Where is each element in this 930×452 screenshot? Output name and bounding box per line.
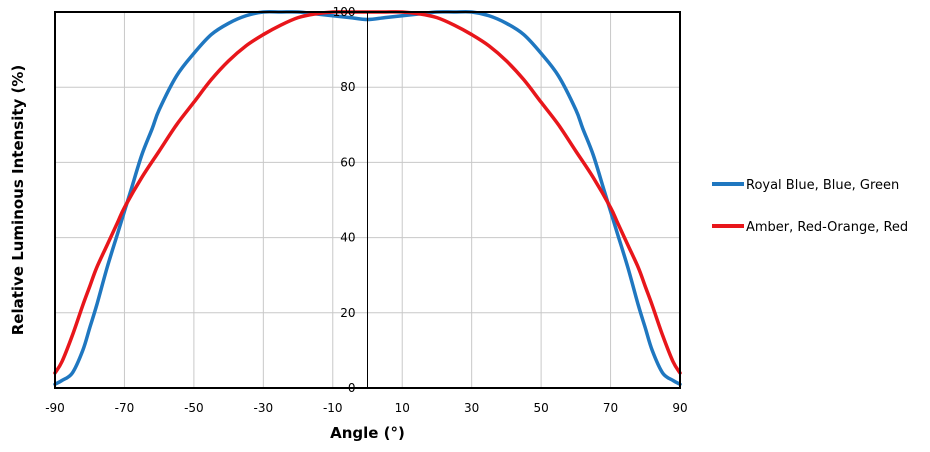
legend-label: Royal Blue, Blue, Green <box>746 178 899 193</box>
tick-labels: -90 -70 -50 -30 -10 10 30 50 70 90 0 20 40 60 80 100 <box>45 5 687 415</box>
x-tick-label: -70 <box>115 401 135 415</box>
x-tick-label: 70 <box>603 401 618 415</box>
x-tick-label: -50 <box>184 401 204 415</box>
x-tick-label: -90 <box>45 401 65 415</box>
y-tick-label: 20 <box>340 306 355 320</box>
y-tick-label: 0 <box>348 381 356 395</box>
x-tick-label: -30 <box>254 401 274 415</box>
y-tick-label: 60 <box>340 155 355 169</box>
y-tick-label: 40 <box>340 231 355 245</box>
x-tick-label: -10 <box>323 401 343 415</box>
x-tick-label: 30 <box>464 401 479 415</box>
y-axis-title: Relative Luminous Intensity (%) <box>9 65 27 336</box>
x-tick-label: 10 <box>395 401 410 415</box>
y-tick-label: 80 <box>340 80 355 94</box>
x-axis-title: Angle (°) <box>330 424 405 442</box>
y-tick-label: 100 <box>333 5 356 19</box>
x-tick-label: 90 <box>672 401 687 415</box>
x-tick-label: 50 <box>533 401 548 415</box>
legend: Royal Blue, Blue, Green Amber, Red-Orange… <box>712 178 908 235</box>
legend-label: Amber, Red-Orange, Red <box>746 220 908 235</box>
